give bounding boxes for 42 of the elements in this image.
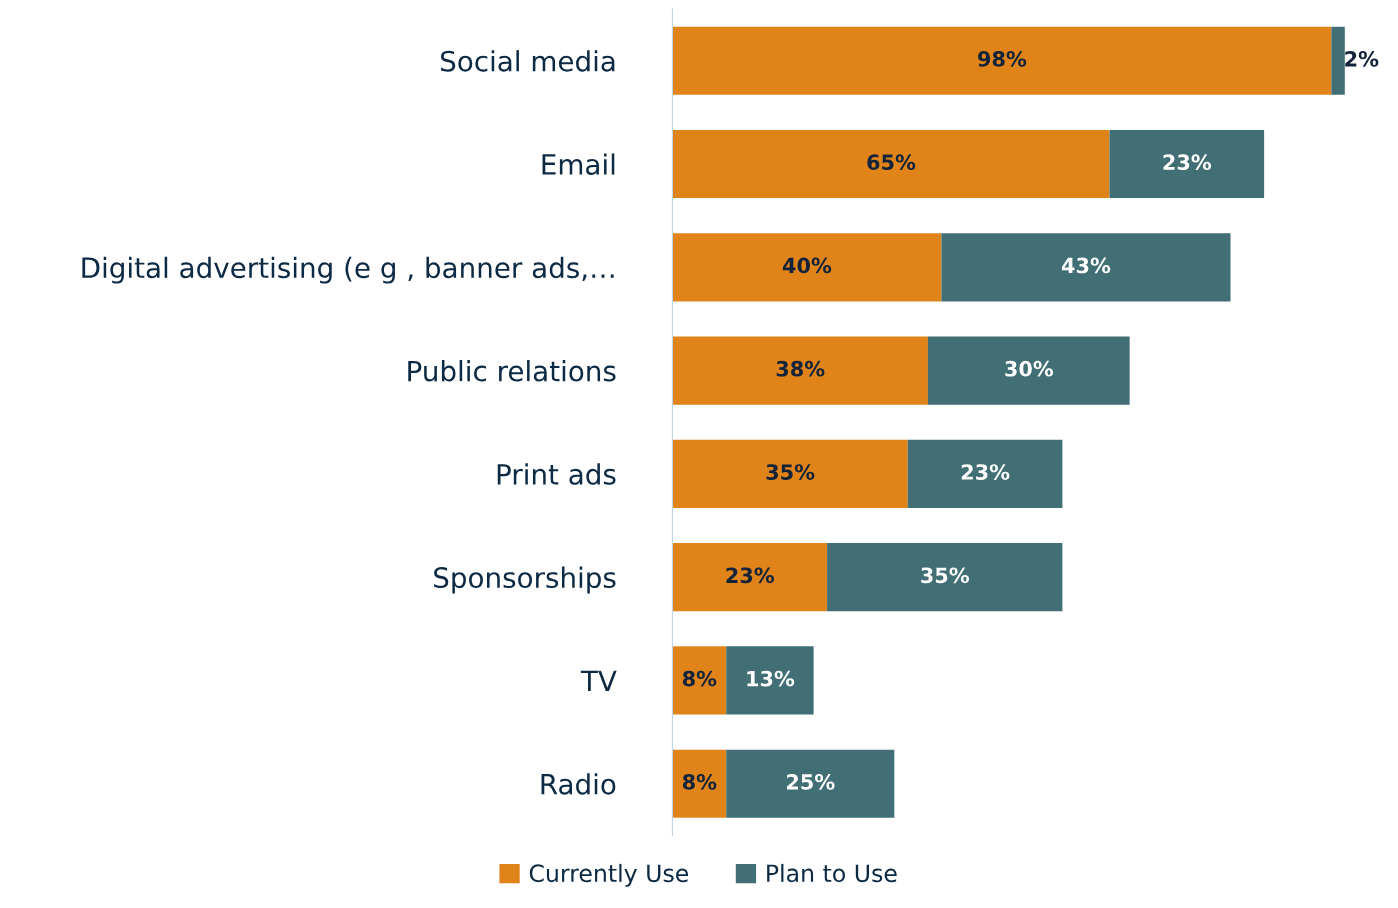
y-tick-label: Public relations xyxy=(408,360,616,382)
bar xyxy=(672,646,727,715)
bar xyxy=(827,543,1063,612)
bar xyxy=(672,439,908,508)
data-label: 8% xyxy=(682,774,717,790)
y-tick-label: Digital advertising (e g , banner ads,… xyxy=(82,256,614,284)
bar xyxy=(672,26,1332,95)
legend-label: Currently Use xyxy=(529,863,689,887)
data-label: 98% xyxy=(978,51,1027,67)
bar xyxy=(672,543,828,612)
bar xyxy=(672,129,1110,199)
y-tick-label: Social media xyxy=(441,50,615,72)
y-tick-label: Email xyxy=(542,153,615,175)
data-label: 65% xyxy=(867,154,916,171)
data-label: 25% xyxy=(786,774,835,790)
legend-label: Plan to Use xyxy=(767,863,897,883)
bar xyxy=(907,439,1063,508)
data-label: 8% xyxy=(682,670,717,687)
data-label: 30% xyxy=(1005,360,1054,377)
bar xyxy=(941,233,1231,302)
y-tick-label: Radio xyxy=(541,773,616,795)
data-label: 23% xyxy=(726,567,775,584)
bar xyxy=(726,646,814,715)
bar xyxy=(1331,26,1345,95)
data-label: 35% xyxy=(766,464,815,480)
y-tick-label: Print ads xyxy=(497,463,616,485)
data-label: 35% xyxy=(921,567,970,584)
data-label: 13% xyxy=(747,670,795,687)
bar xyxy=(672,233,942,302)
data-label: 43% xyxy=(1061,257,1111,274)
data-label: 23% xyxy=(961,464,1010,480)
data-label: 38% xyxy=(776,360,825,377)
data-label: 40% xyxy=(782,257,832,274)
bar xyxy=(726,749,895,818)
data-label: 23% xyxy=(1163,154,1212,171)
bar xyxy=(672,749,727,818)
bar xyxy=(1109,129,1265,199)
y-tick-label: TV xyxy=(580,670,617,691)
bar xyxy=(927,336,1130,405)
bar xyxy=(672,336,928,405)
y-tick-label: Sponsorships xyxy=(434,566,616,594)
data-label: 2% xyxy=(1345,51,1379,67)
